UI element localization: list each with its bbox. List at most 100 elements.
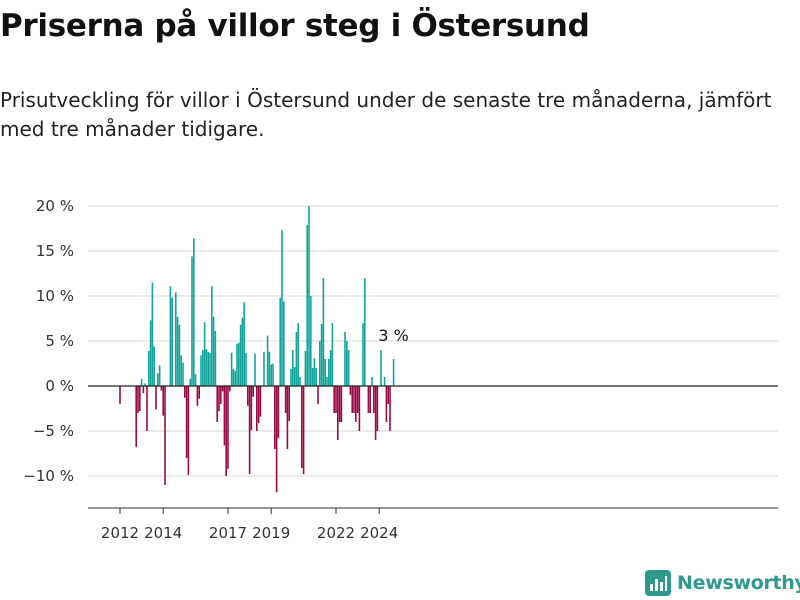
bar <box>139 386 141 412</box>
bar <box>329 350 332 386</box>
y-tick-label: −10 % <box>23 467 74 485</box>
bar <box>218 386 220 412</box>
bar <box>189 378 191 386</box>
bar <box>185 386 188 458</box>
bar <box>281 230 283 386</box>
bar <box>196 386 199 406</box>
bar <box>355 386 357 422</box>
bar <box>142 386 145 394</box>
bar <box>319 341 321 386</box>
bar <box>158 365 161 386</box>
bar <box>148 350 150 386</box>
bar <box>387 386 389 404</box>
bar <box>193 238 195 386</box>
bar <box>286 386 289 449</box>
bar <box>176 316 179 386</box>
x-tick-label: 2022 <box>317 524 355 542</box>
bar <box>328 359 330 386</box>
bar <box>277 386 280 439</box>
bar <box>295 332 298 386</box>
y-tick-label: 5 % <box>45 332 74 350</box>
bar <box>349 386 352 395</box>
bar <box>373 386 375 413</box>
bar <box>344 332 346 386</box>
bar <box>243 302 245 386</box>
bar <box>182 362 184 386</box>
bar <box>380 350 382 386</box>
bar <box>270 364 272 386</box>
bar <box>367 386 370 413</box>
bar <box>284 386 287 413</box>
bar <box>171 297 173 386</box>
bar <box>310 296 312 386</box>
bar <box>225 386 227 476</box>
bar <box>290 368 292 386</box>
bar <box>187 386 190 476</box>
y-tick-label: −5 % <box>33 422 74 440</box>
bar <box>119 386 121 404</box>
bar <box>221 386 224 392</box>
bar <box>239 324 242 386</box>
bar <box>247 386 249 406</box>
bar <box>347 350 350 386</box>
bar <box>266 335 269 386</box>
bar <box>392 359 395 386</box>
bar <box>304 350 307 386</box>
bar <box>135 386 137 448</box>
bar <box>272 363 274 386</box>
bar <box>191 256 193 386</box>
bar <box>268 351 271 386</box>
bar <box>306 224 308 386</box>
bar <box>257 386 260 423</box>
bar <box>311 368 314 386</box>
bar <box>317 386 319 404</box>
bar <box>212 316 215 386</box>
bar <box>362 323 364 386</box>
brand-logo: Newsworthy <box>645 570 800 596</box>
bar <box>275 386 278 493</box>
bar <box>313 358 316 386</box>
bar <box>353 386 355 413</box>
bar <box>288 386 290 422</box>
bar <box>302 386 305 475</box>
bar <box>389 386 391 431</box>
bar <box>315 368 317 386</box>
page-subtitle: Prisutveckling för villor i Östersund un… <box>0 88 772 141</box>
bar <box>229 386 231 392</box>
bar <box>308 206 310 386</box>
bar <box>194 374 197 386</box>
bar <box>369 386 371 413</box>
bar <box>376 386 379 431</box>
bar <box>299 377 301 386</box>
bar <box>248 386 251 475</box>
y-tick-label: 15 % <box>36 242 74 260</box>
bar <box>335 386 337 413</box>
bar <box>364 278 366 386</box>
bar <box>358 386 361 431</box>
bar <box>207 351 209 386</box>
bar <box>279 297 281 386</box>
bar <box>149 320 152 386</box>
bar <box>234 370 236 386</box>
x-tick-label: 2014 <box>144 524 182 542</box>
bar <box>250 386 253 431</box>
bar <box>162 386 164 416</box>
bar <box>238 342 240 386</box>
bar <box>245 352 247 386</box>
y-tick-label: 0 % <box>45 377 74 395</box>
bar <box>151 282 154 386</box>
x-tick-label: 2017 <box>209 524 247 542</box>
bar <box>184 386 186 398</box>
bar <box>337 386 339 440</box>
bar <box>205 349 208 386</box>
bar <box>338 386 341 422</box>
bar <box>137 386 139 413</box>
brand-name: Newsworthy <box>677 572 800 594</box>
bar <box>324 359 326 386</box>
bar <box>214 331 217 386</box>
bar <box>297 323 299 386</box>
bar <box>223 386 226 446</box>
last-value-annotation: 3 % <box>378 326 408 345</box>
bar <box>178 324 181 386</box>
bar <box>230 352 233 386</box>
